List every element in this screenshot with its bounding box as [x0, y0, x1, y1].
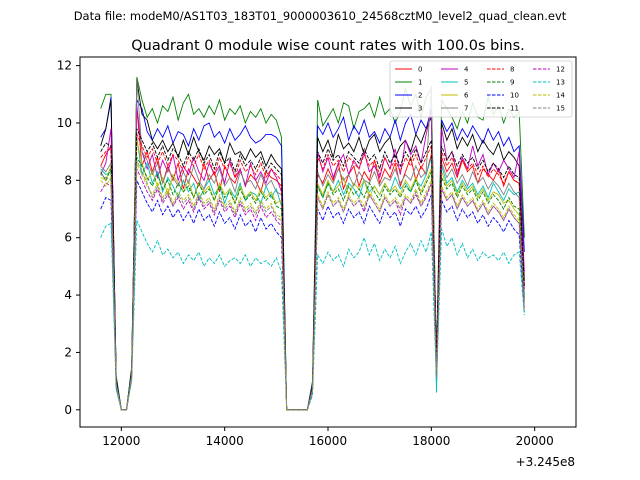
legend-label-4: 4: [464, 66, 469, 74]
legend-label-0: 0: [418, 66, 422, 74]
legend-frame: [389, 60, 573, 118]
series-line-11: [100, 128, 525, 411]
x-tick-label-0: 12000: [102, 434, 140, 448]
series-line-9: [100, 155, 525, 411]
series-line-8: [100, 134, 525, 411]
legend-label-10: 10: [510, 92, 519, 100]
series-line-15: [100, 160, 525, 411]
legend-label-13: 13: [556, 79, 565, 87]
legend-label-11: 11: [510, 105, 519, 113]
legend-label-15: 15: [556, 105, 565, 113]
y-tick-label-2: 4: [64, 288, 72, 302]
x-tick-label-3: 18000: [412, 434, 450, 448]
series-line-14: [100, 162, 525, 411]
series-line-13: [100, 220, 525, 411]
series-layer: [100, 76, 525, 411]
x-offset-label: +3.245e8: [516, 455, 575, 469]
y-tick-label-0: 0: [64, 403, 72, 417]
legend-label-2: 2: [418, 92, 422, 100]
legend-label-14: 14: [556, 92, 565, 100]
legend-label-12: 12: [556, 66, 565, 74]
legend-label-1: 1: [418, 79, 422, 87]
series-line-1: [100, 76, 525, 411]
y-tick-label-5: 10: [57, 116, 72, 130]
legend-label-8: 8: [510, 66, 514, 74]
legend-label-6: 6: [464, 92, 469, 100]
x-tick-label-2: 16000: [309, 434, 347, 448]
y-tick-label-6: 12: [57, 59, 72, 73]
chart-title: Quadrant 0 module wise count rates with …: [131, 38, 525, 54]
legend-label-5: 5: [464, 79, 468, 87]
legend-label-9: 9: [510, 79, 514, 87]
y-tick-label-3: 6: [64, 231, 72, 245]
x-tick-label-1: 14000: [206, 434, 244, 448]
figure-suptitle: Data file: modeM0/AS1T03_183T01_90000036…: [74, 9, 567, 23]
y-tick-label-1: 2: [64, 345, 72, 359]
legend-label-7: 7: [464, 105, 468, 113]
legend-label-3: 3: [418, 105, 422, 113]
y-tick-label-4: 8: [64, 173, 72, 187]
x-tick-label-4: 20000: [516, 434, 554, 448]
